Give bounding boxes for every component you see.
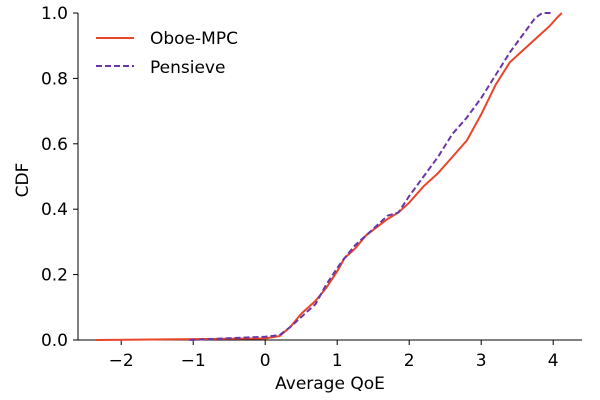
y-tick-label: 0.8 xyxy=(41,69,68,89)
x-tick-label: −2 xyxy=(109,351,134,371)
y-tick-label: 0.4 xyxy=(41,200,68,220)
series-line-pensieve xyxy=(189,12,554,341)
x-ticks: −2 −1 0 1 2 3 4 xyxy=(109,340,559,371)
y-ticks: 0.0 0.2 0.4 0.6 0.8 1.0 xyxy=(41,4,78,351)
y-tick-label: 0.0 xyxy=(41,331,68,351)
legend-label-pensieve: Pensieve xyxy=(150,58,225,78)
y-tick-label: 0.6 xyxy=(41,135,68,155)
y-tick-label: 0.2 xyxy=(41,266,68,286)
legend-label-oboe-mpc: Oboe-MPC xyxy=(150,29,238,49)
x-tick-label: 1 xyxy=(332,351,343,371)
x-tick-label: 0 xyxy=(260,351,271,371)
series-lines xyxy=(95,12,563,341)
x-axis-title: Average QoE xyxy=(275,374,385,394)
y-axis-title: CDF xyxy=(13,163,33,198)
x-tick-label: 3 xyxy=(476,351,487,371)
x-tick-label: −1 xyxy=(181,351,206,371)
x-tick-label: 2 xyxy=(404,351,415,371)
x-tick-label: 4 xyxy=(548,351,559,371)
legend: Oboe-MPC Pensieve xyxy=(96,29,238,78)
y-tick-label: 1.0 xyxy=(41,4,68,24)
